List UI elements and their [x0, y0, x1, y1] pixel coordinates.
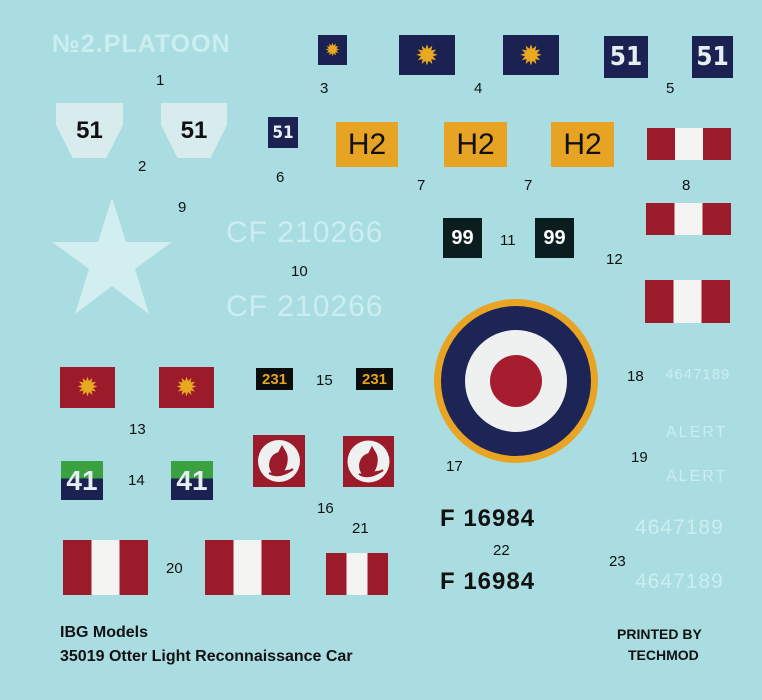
- decal-number: 8: [682, 177, 691, 194]
- decal-number: 23: [609, 553, 626, 570]
- decal-number: 15: [316, 372, 333, 389]
- h2-decal: H2: [336, 122, 398, 167]
- serial-cf-decal: CF 210266: [226, 290, 384, 323]
- decal-number: 10: [291, 263, 308, 280]
- unit-231-decal: 231: [256, 368, 293, 390]
- serial-ghost-decal: 4647189: [635, 516, 724, 539]
- decal-number: 17: [446, 458, 463, 475]
- decal-number: 7: [417, 177, 426, 194]
- flash-flag-decal: [647, 128, 731, 160]
- maker-label: IBG Models: [60, 624, 149, 641]
- decal-number: 20: [166, 560, 183, 577]
- serial-ghost-decal: 4647189: [665, 366, 731, 383]
- decal-number: 16: [317, 500, 334, 517]
- decal-number: 5: [666, 80, 675, 97]
- decal-number: 13: [129, 421, 146, 438]
- maple-leaf-icon: ✹: [399, 35, 455, 75]
- serial-f-decal: F 16984: [440, 568, 536, 595]
- maple-leaf-icon: ✹: [318, 35, 347, 65]
- maple-leaf-icon: ✹: [60, 367, 115, 408]
- decal-number: 1: [156, 72, 165, 89]
- printer-name: TECHMOD: [628, 647, 699, 663]
- h2-decal: H2: [551, 122, 614, 167]
- decal-number: 19: [631, 449, 648, 466]
- bridge-99-decal: 99: [443, 218, 482, 258]
- flash-flag-decal: [205, 540, 290, 595]
- serial-f-decal: F 16984: [440, 505, 536, 532]
- decal-number: 7: [524, 177, 533, 194]
- unit-51-decal: 51: [692, 36, 733, 78]
- unit-51-small-decal: 51: [268, 117, 298, 148]
- decal-number: 2: [138, 158, 147, 175]
- decal-number: 18: [627, 368, 644, 385]
- flash-flag-decal: [646, 203, 731, 235]
- bridge-99-decal: 99: [535, 218, 574, 258]
- serial-cf-decal: CF 210266: [226, 216, 384, 249]
- unit-231-decal: 231: [356, 368, 393, 390]
- alert-decal: ALERT: [666, 468, 728, 485]
- decal-number: 4: [474, 80, 483, 97]
- decal-number: 9: [178, 199, 187, 216]
- maple-leaf-icon: ✹: [159, 367, 214, 408]
- unit-41-decal: 41: [171, 461, 213, 500]
- flash-flag-decal: [63, 540, 148, 595]
- flash-flag-decal: [326, 553, 388, 595]
- desert-rat-icon: [253, 435, 305, 487]
- decal-number: 6: [276, 169, 285, 186]
- h2-decal: H2: [444, 122, 507, 167]
- kit-title: 35019 Otter Light Reconnaissance Car: [60, 648, 353, 665]
- maple-leaf-icon: ✹: [503, 35, 559, 75]
- roundel-decal: [434, 299, 598, 463]
- serial-ghost-decal: 4647189: [635, 570, 724, 593]
- decal-number: 22: [493, 542, 510, 559]
- unit-51-shield-decal: 51: [56, 103, 123, 158]
- unit-41-decal: 41: [61, 461, 103, 500]
- flash-flag-decal: [645, 280, 730, 323]
- unit-51-decal: 51: [604, 36, 648, 78]
- decal-number: 12: [606, 251, 623, 268]
- decal-number: 3: [320, 80, 329, 97]
- decal-number: 14: [128, 472, 145, 489]
- printer-label: PRINTED BY: [617, 626, 702, 642]
- alert-decal: ALERT: [666, 424, 728, 441]
- unit-51-shield-decal: 51: [161, 103, 227, 158]
- decal-number: 11: [500, 232, 516, 249]
- desert-rat-icon: [343, 436, 394, 487]
- decal-number: 21: [352, 520, 369, 537]
- star-icon: [52, 198, 172, 314]
- platoon-decal: №2.PLATOON: [52, 30, 231, 58]
